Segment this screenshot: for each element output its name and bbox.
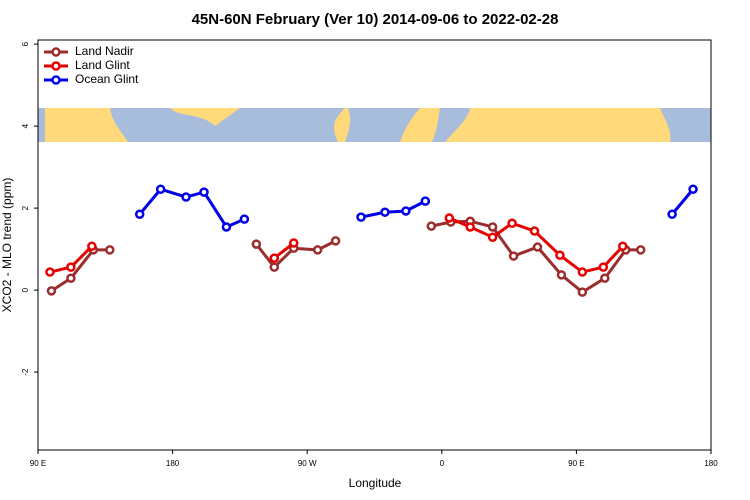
data-point [507,218,517,229]
legend-label: Ocean Glint [75,72,139,86]
x-tick-label: 0 [440,459,445,468]
data-point [155,184,166,194]
data-point [221,222,232,232]
map-band [38,108,711,142]
plot-frame [37,39,712,451]
y-axis-label: XCO2 - MLO trend (ppm) [0,178,14,313]
y-tick-label: -2 [21,368,30,376]
data-point [688,184,698,194]
data-point [269,253,280,263]
series-line [138,187,695,229]
data-point [330,236,341,246]
legend-label: Land Nadir [75,44,134,58]
data-point [487,222,498,232]
data-point [556,270,567,280]
data-point [87,241,97,251]
x-tick-label: 180 [704,459,718,468]
data-point [251,239,262,249]
data-point [134,209,145,219]
data-point [635,245,646,255]
data-point [577,287,588,297]
data-point [46,286,57,296]
y-tick-label: 0 [21,287,30,292]
data-point [356,212,366,222]
data-point [105,245,115,255]
data-point [487,232,498,242]
data-point [269,262,280,272]
legend-marker [51,47,61,57]
data-point [420,196,431,206]
legend-marker [51,61,61,71]
data-point [426,221,437,231]
data-point [199,187,209,197]
data-point [667,209,677,219]
data-point [401,206,411,216]
data-point [380,207,390,217]
x-tick-label: 90 E [30,459,46,468]
chart-title: 45N-60N February (Ver 10) 2014-09-06 to … [192,11,559,28]
data-point [444,213,455,223]
data-point [508,251,519,261]
data-point [618,241,628,251]
x-tick-label: 180 [166,459,180,468]
data-point [181,192,191,202]
data-point [66,273,76,283]
y-tick-label: 4 [21,123,30,128]
data-point [45,267,55,277]
data-point [577,267,588,277]
data-point [555,250,565,260]
data-point [288,238,299,248]
y-tick-label: 6 [21,41,30,46]
data-point [239,214,250,224]
x-tick-label: 90 W [298,459,317,468]
legend-label: Land Glint [75,58,130,72]
data-point [312,245,323,255]
data-point [465,222,475,232]
y-tick-label: 2 [21,205,30,210]
legend-marker [51,75,61,85]
x-axis-label: Longitude [349,476,402,490]
data-point [532,242,543,252]
data-point [66,262,76,272]
data-point [600,273,610,283]
data-point [598,262,609,272]
x-tick-label: 90 E [568,459,584,468]
series-line [50,219,641,294]
data-point [529,226,540,236]
